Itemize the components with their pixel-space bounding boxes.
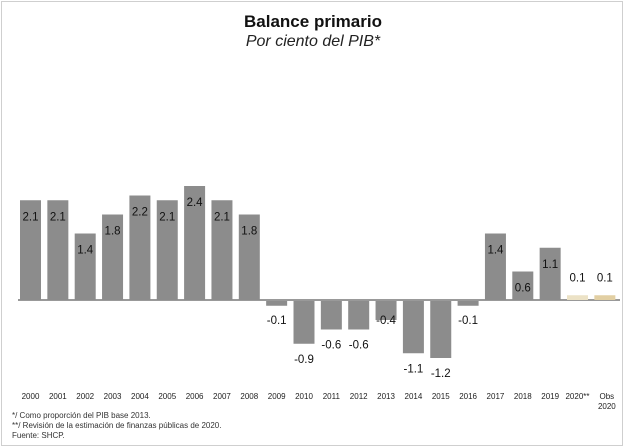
- bar-2020-: [567, 295, 588, 300]
- footnote-2: **/ Revisión de la estimación de finanza…: [12, 421, 222, 430]
- bar-2010: [293, 301, 315, 344]
- bar-2009: [266, 301, 288, 306]
- bar-2005: [156, 200, 178, 300]
- bar-2008: [238, 214, 260, 300]
- category-label: 2004: [131, 392, 149, 401]
- value-label: 0.1: [597, 272, 613, 284]
- category-label: 2003: [104, 392, 122, 401]
- value-label: -1.2: [431, 368, 451, 380]
- footnotes: */ Como proporción del PIB base 2013. **…: [12, 411, 221, 441]
- value-label: -1.1: [403, 363, 423, 375]
- value-label: 1.1: [542, 259, 558, 271]
- category-label: 2009: [268, 392, 286, 401]
- category-label: Obs: [600, 392, 615, 401]
- bar-2001: [47, 200, 69, 300]
- bar-2017: [484, 233, 506, 300]
- value-label: -0.6: [349, 340, 369, 352]
- category-label: 2011: [323, 392, 341, 401]
- source-note: Fuente: SHCP.: [12, 431, 65, 440]
- category-label: 2019: [541, 392, 559, 401]
- category-label: 2001: [49, 392, 67, 401]
- category-label: 2014: [405, 392, 423, 401]
- bar-2006: [184, 186, 206, 300]
- bar-2012: [348, 301, 370, 330]
- value-label: 1.8: [105, 226, 121, 238]
- bar-2003: [102, 214, 124, 300]
- bar-2019: [539, 247, 561, 300]
- chart-title: Balance primario: [244, 12, 382, 31]
- value-label: -0.6: [321, 340, 341, 352]
- category-label: 2007: [213, 392, 231, 401]
- bar-2000: [20, 200, 41, 300]
- bar-2018: [512, 271, 534, 300]
- category-label: 2020**: [565, 392, 589, 401]
- category-label: 2015: [432, 392, 450, 401]
- category-label: 2020: [598, 402, 616, 411]
- value-label: -0.1: [267, 315, 287, 327]
- category-label: 2000: [22, 392, 40, 401]
- value-label: 1.8: [241, 226, 257, 238]
- category-label: 2002: [76, 392, 94, 401]
- bar-obs-2020: [594, 295, 616, 300]
- value-label: 2.2: [132, 207, 148, 219]
- category-label: 2010: [295, 392, 313, 401]
- category-label: 2013: [377, 392, 395, 401]
- category-label: 2016: [459, 392, 477, 401]
- value-label: 2.1: [159, 211, 175, 223]
- value-label: 2.1: [214, 211, 230, 223]
- bar-2004: [129, 195, 151, 300]
- value-label: 1.4: [487, 245, 504, 257]
- value-label: -0.9: [294, 354, 314, 366]
- chart-subtitle: Por ciento del PIB*: [245, 33, 381, 50]
- value-label: 2.1: [23, 211, 39, 223]
- bar-2015: [430, 301, 452, 358]
- value-label: 0.1: [570, 272, 586, 284]
- category-label: 2018: [514, 392, 532, 401]
- category-label: 2008: [240, 392, 258, 401]
- bar-2013: [375, 301, 397, 320]
- bar-2007: [211, 200, 233, 300]
- bar-2002: [74, 233, 96, 300]
- category-label: 2006: [186, 392, 204, 401]
- value-label: -0.1: [458, 315, 478, 327]
- category-label: 2017: [487, 392, 505, 401]
- bar-2011: [320, 301, 342, 330]
- category-label: 2005: [158, 392, 176, 401]
- value-label: 2.4: [187, 197, 204, 209]
- bar-2014: [402, 301, 424, 354]
- value-label: 1.4: [77, 245, 94, 257]
- category-label: 2012: [350, 392, 368, 401]
- value-label: -0.4: [376, 315, 396, 327]
- bar-2016: [457, 301, 479, 306]
- value-label: 0.6: [515, 283, 531, 295]
- value-label: 2.1: [50, 211, 66, 223]
- footnote-1: */ Como proporción del PIB base 2013.: [12, 411, 151, 420]
